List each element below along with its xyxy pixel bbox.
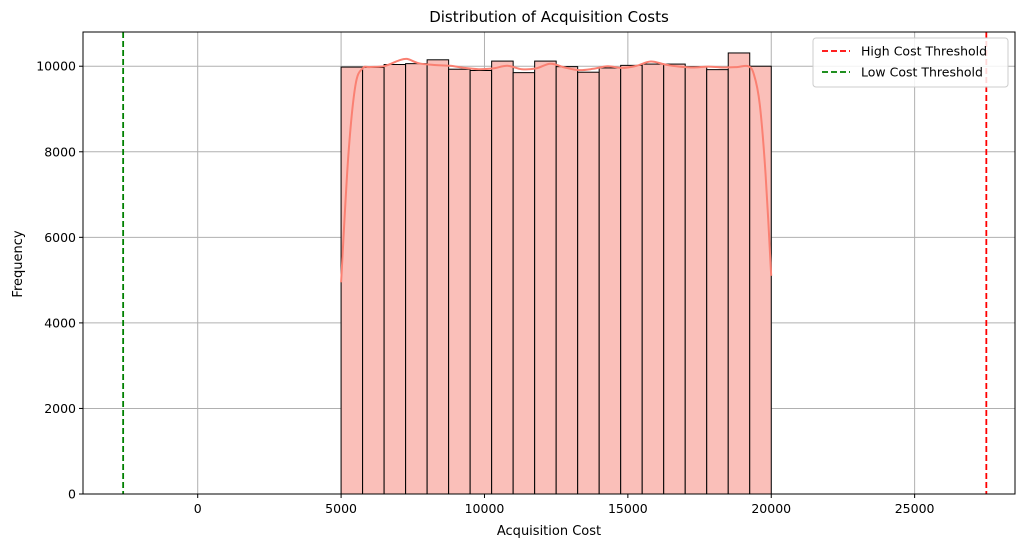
- y-axis-ticks: 0 2000 4000 6000 8000 10000: [36, 59, 83, 502]
- legend-label: Low Cost Threshold: [861, 65, 983, 80]
- histogram-bar: [641, 63, 665, 495]
- histogram-bars: [340, 52, 772, 495]
- y-axis-label: Frequency: [11, 230, 26, 297]
- histogram-bar: [491, 60, 514, 495]
- histogram-bar: [340, 66, 364, 495]
- y-tick-label: 4000: [44, 315, 76, 330]
- histogram-bar: [663, 63, 686, 495]
- kde-curve: [340, 57, 773, 283]
- histogram-bar: [620, 64, 643, 495]
- histogram-bar: [749, 65, 772, 495]
- x-tick-label: 10000: [465, 501, 505, 516]
- y-tick-label: 8000: [44, 144, 76, 159]
- axes-frame: [82, 31, 1016, 495]
- histogram-bar: [577, 71, 600, 495]
- x-tick-label: 0: [194, 501, 202, 516]
- x-axis-label: Acquisition Cost: [497, 524, 601, 539]
- histogram-bar: [534, 60, 557, 495]
- kde-curve-layer: [340, 57, 773, 283]
- histogram-bar: [555, 66, 579, 495]
- threshold-lines: [122, 32, 988, 494]
- histogram-bar: [426, 59, 450, 495]
- x-tick-label: 5000: [325, 501, 357, 516]
- y-tick-label: 0: [68, 487, 76, 502]
- histogram-bar: [405, 63, 428, 495]
- y-tick-label: 10000: [36, 59, 76, 74]
- x-tick-label: 20000: [751, 501, 791, 516]
- x-tick-label: 15000: [608, 501, 648, 516]
- histogram-bar: [706, 69, 729, 495]
- y-tick-label: 2000: [44, 401, 76, 416]
- histogram-bar: [383, 64, 407, 495]
- histogram-bar: [469, 70, 493, 495]
- histogram-bar: [598, 67, 622, 495]
- x-axis-ticks: 0 5000 10000 15000 20000 25000: [194, 494, 935, 516]
- legend-box: [812, 37, 1009, 88]
- chart-title: Distribution of Acquisition Costs: [429, 8, 669, 26]
- histogram-bar: [684, 66, 708, 495]
- x-tick-label: 25000: [895, 501, 935, 516]
- histogram-bar: [362, 67, 385, 495]
- legend: High Cost Threshold Low Cost Threshold: [812, 37, 1009, 88]
- histogram-bar: [727, 52, 751, 495]
- histogram-bar: [448, 68, 471, 495]
- legend-label: High Cost Threshold: [861, 44, 987, 59]
- y-tick-label: 6000: [44, 230, 76, 245]
- histogram-bar: [512, 72, 536, 495]
